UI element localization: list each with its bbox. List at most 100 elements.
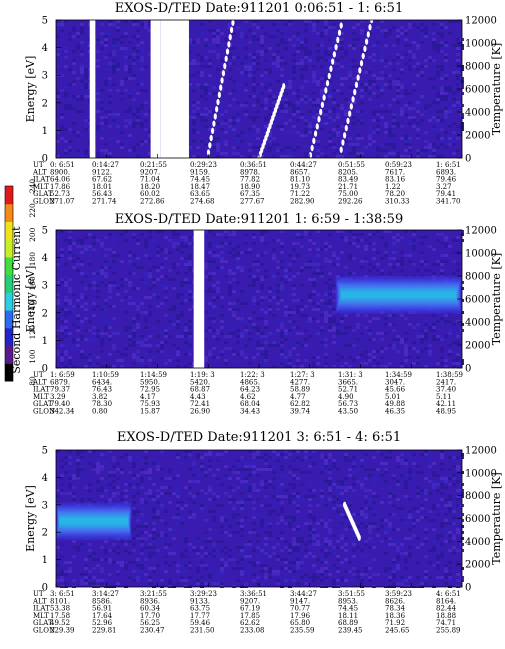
heatmap-cell xyxy=(304,134,308,137)
heatmap-cell xyxy=(144,525,148,528)
heatmap-cell xyxy=(392,347,396,350)
heatmap-cell xyxy=(324,245,328,248)
heatmap-cell xyxy=(64,311,68,314)
heatmap-cell xyxy=(80,152,84,155)
heatmap-cell xyxy=(160,263,164,266)
heatmap-cell xyxy=(200,74,204,77)
heatmap-cell xyxy=(312,317,316,320)
heatmap-cell xyxy=(68,59,72,62)
heatmap-cell xyxy=(420,119,424,122)
heatmap-cell xyxy=(336,35,340,38)
heatmap-cell xyxy=(180,537,184,540)
heatmap-cell xyxy=(220,242,224,245)
heatmap-cell xyxy=(296,110,300,113)
heatmap-cell xyxy=(232,516,236,519)
heatmap-cell xyxy=(160,450,164,453)
heatmap-cell xyxy=(80,95,84,98)
heatmap-cell xyxy=(132,155,136,158)
heatmap-cell xyxy=(56,128,60,131)
heatmap-cell xyxy=(112,53,116,56)
heatmap-cell xyxy=(320,522,324,525)
heatmap-cell xyxy=(188,576,192,579)
heatmap-cell xyxy=(404,317,408,320)
heatmap-cell xyxy=(96,501,100,504)
heatmap-cell xyxy=(276,146,280,149)
heatmap-cell xyxy=(308,317,312,320)
heatmap-cell xyxy=(256,62,260,65)
heatmap-cell xyxy=(80,23,84,26)
heatmap-cell xyxy=(196,570,200,573)
heatmap-cell xyxy=(420,62,424,65)
heatmap-cell xyxy=(268,480,272,483)
heatmap-cell xyxy=(132,77,136,80)
heatmap-cell xyxy=(96,251,100,254)
colorbar-tick-label: 140 xyxy=(28,300,37,315)
heatmap-cell xyxy=(160,519,164,522)
heatmap-cell xyxy=(88,504,92,507)
heatmap-cell xyxy=(244,110,248,113)
heatmap-cell xyxy=(240,56,244,59)
heatmap-cell xyxy=(372,266,376,269)
heatmap-cell xyxy=(372,92,376,95)
heatmap-cell xyxy=(88,477,92,480)
heatmap-cell xyxy=(452,272,456,275)
heatmap-cell xyxy=(76,47,80,50)
heatmap-cell xyxy=(256,555,260,558)
heatmap-cell xyxy=(232,242,236,245)
heatmap-cell xyxy=(200,507,204,510)
heatmap-cell xyxy=(256,146,260,149)
heatmap-cell xyxy=(336,230,340,233)
heatmap-cell xyxy=(296,359,300,362)
heatmap-cell xyxy=(428,245,432,248)
heatmap-cell xyxy=(396,233,400,236)
heatmap-cell xyxy=(336,284,340,287)
heatmap-cell xyxy=(380,296,384,299)
temperature-tick-label: 10000 xyxy=(465,39,497,50)
heatmap-cell xyxy=(168,492,172,495)
heatmap-cell xyxy=(304,582,308,585)
heatmap-cell xyxy=(68,450,72,453)
heatmap-cell xyxy=(396,122,400,125)
heatmap-cell xyxy=(272,68,276,71)
heatmap-cell xyxy=(248,465,252,468)
heatmap-cell xyxy=(252,284,256,287)
heatmap-cell xyxy=(200,561,204,564)
heatmap-cell xyxy=(228,92,232,95)
heatmap-cell xyxy=(60,254,64,257)
heatmap-cell xyxy=(308,522,312,525)
heatmap-cell xyxy=(184,486,188,489)
heatmap-cell xyxy=(64,128,68,131)
heatmap-cell xyxy=(100,245,104,248)
heatmap-cell xyxy=(272,239,276,242)
heatmap-cell xyxy=(360,101,364,104)
heatmap-cell xyxy=(148,546,152,549)
heatmap-cell xyxy=(204,275,208,278)
heatmap-cell xyxy=(400,362,404,365)
heatmap-cell xyxy=(280,549,284,552)
heatmap-cell xyxy=(336,47,340,50)
heatmap-cell xyxy=(140,56,144,59)
heatmap-cell xyxy=(140,89,144,92)
energy-tick-label: 5 xyxy=(42,16,48,27)
heatmap-cell xyxy=(76,326,80,329)
heatmap-cell xyxy=(320,29,324,32)
dispersion-blob xyxy=(361,52,365,60)
heatmap-cell xyxy=(284,275,288,278)
heatmap-cell xyxy=(212,543,216,546)
heatmap-cell xyxy=(312,29,316,32)
heatmap-cell xyxy=(180,516,184,519)
heatmap-cell xyxy=(240,480,244,483)
heatmap-cell xyxy=(164,323,168,326)
heatmap-cell xyxy=(244,486,248,489)
heatmap-cell xyxy=(356,284,360,287)
heatmap-cell xyxy=(132,98,136,101)
dispersion-blob xyxy=(216,98,220,106)
heatmap-cell xyxy=(188,468,192,471)
heatmap-cell xyxy=(280,501,284,504)
dispersion-blob xyxy=(334,43,338,51)
heatmap-cell xyxy=(404,107,408,110)
heatmap-cell xyxy=(396,305,400,308)
heatmap-cell xyxy=(244,233,248,236)
heatmap-cell xyxy=(280,104,284,107)
heatmap-cell xyxy=(240,558,244,561)
